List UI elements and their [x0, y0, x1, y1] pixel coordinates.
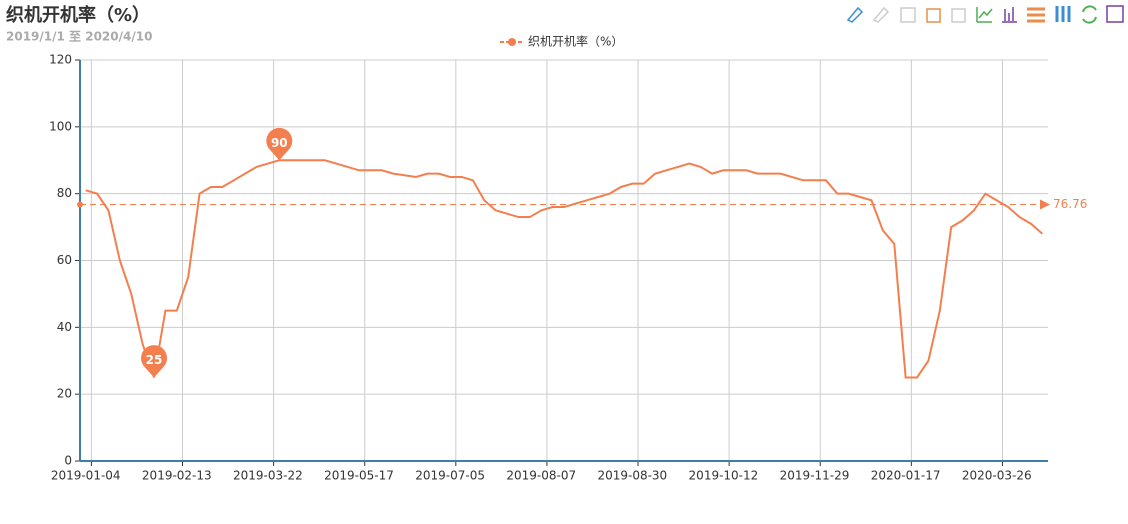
tool-tiled[interactable] [1055, 6, 1071, 22]
x-tick-label: 2019-08-07 [506, 469, 576, 483]
mark-pin [266, 127, 293, 161]
series-line [85, 159, 1043, 379]
tool-brush-polygon[interactable] [951, 8, 966, 23]
x-tick-label: 2019-07-05 [415, 469, 485, 483]
legend-symbol [508, 38, 516, 46]
x-tick-label: 2019-10-12 [689, 469, 759, 483]
tool-bar[interactable] [1002, 7, 1017, 23]
mark-pin-label: 25 [146, 353, 163, 367]
y-tick-label: 60 [57, 253, 72, 267]
mark-pin-label: 90 [271, 136, 288, 150]
average-start [77, 201, 83, 208]
legend[interactable]: 织机开机率（%） [500, 34, 623, 49]
mark-pin [141, 345, 168, 378]
x-tick-label: 2019-02-13 [142, 469, 212, 483]
x-tick-label: 2019-03-22 [233, 469, 303, 483]
average-label: 76.76 [1053, 197, 1087, 211]
legend-label: 织机开机率（%） [528, 34, 623, 49]
chart-title: 织机开机率（%） [6, 4, 150, 26]
x-tick-label: 2019-01-04 [51, 469, 121, 483]
x-tick-label: 2020-01-17 [871, 469, 941, 483]
x-tick-label: 2019-05-17 [324, 469, 394, 483]
tool-line[interactable] [976, 7, 993, 23]
tool-restore[interactable] [1082, 5, 1097, 24]
y-tick-label: 120 [49, 53, 72, 67]
tool-brush-rect[interactable] [926, 8, 941, 23]
x-tick-label: 2020-03-26 [962, 469, 1032, 483]
toolbox [846, 5, 1124, 24]
y-tick-label: 80 [57, 186, 72, 200]
tool-stack[interactable] [1027, 7, 1045, 23]
tool-zoom[interactable] [846, 6, 864, 23]
x-tick-label: 2019-11-29 [780, 469, 850, 483]
tool-clear[interactable] [900, 7, 916, 23]
y-tick-label: 40 [57, 320, 72, 334]
tool-zoom-back[interactable] [872, 6, 890, 23]
average-arrow [1040, 199, 1050, 210]
y-tick-label: 0 [64, 454, 72, 468]
tool-save[interactable] [1106, 5, 1124, 23]
y-tick-label: 100 [49, 119, 72, 133]
chart-subtitle: 2019/1/1 至 2020/4/10 [6, 30, 152, 44]
x-tick-label: 2019-08-30 [597, 469, 667, 483]
y-tick-label: 20 [57, 387, 72, 401]
